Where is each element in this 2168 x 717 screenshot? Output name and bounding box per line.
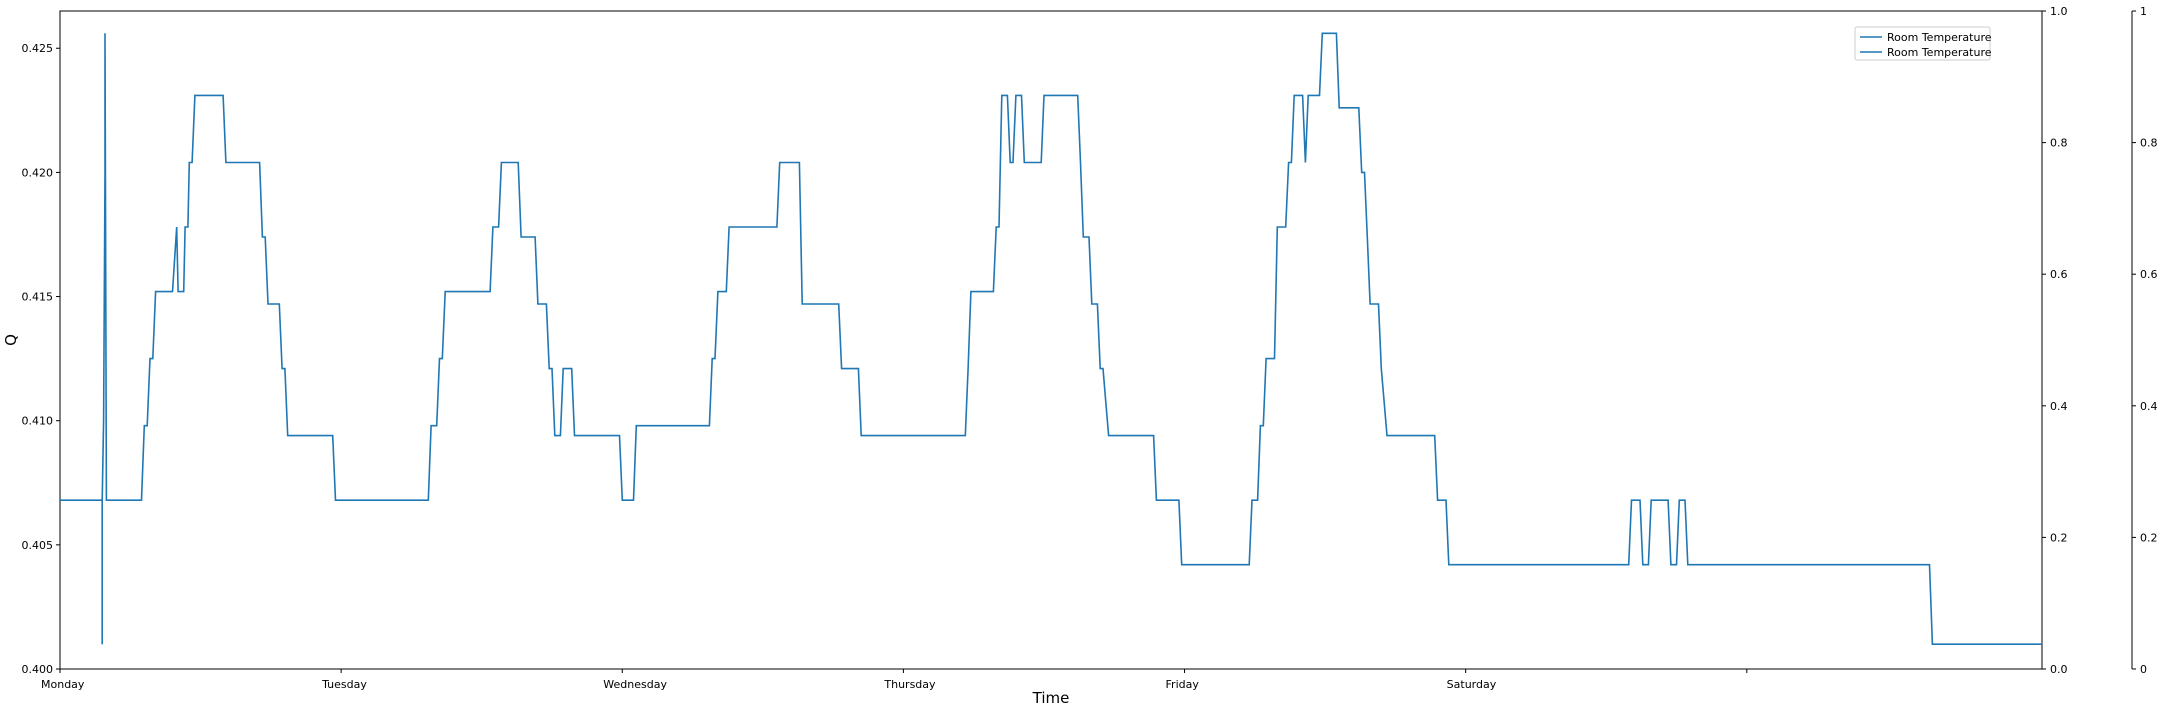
secondary-y-tick-label: 0.8 [2050, 137, 2068, 150]
series-layer [60, 32, 2042, 645]
legend-entry-1: Room Temperature [1887, 31, 1992, 44]
series-line-room-temperature [60, 32, 2042, 645]
secondary-y-tick-label: 0 [2140, 663, 2147, 676]
y-axis-label: Q [2, 334, 20, 346]
secondary-y-tick-label: 1 [2140, 5, 2147, 18]
secondary-y-tick-label: 0.2 [2140, 531, 2158, 544]
secondary-y-tick-label: 0.4 [2050, 400, 2068, 413]
x-tick-label: Monday [41, 678, 85, 691]
y-tick-label: 0.420 [22, 166, 54, 179]
secondary-y-tick-label: 0.6 [2050, 268, 2068, 281]
x-tick-label: Wednesday [603, 678, 667, 691]
legend-box [1854, 26, 1991, 61]
x-tick-label: Thursday [883, 678, 936, 691]
y-tick-label: 0.410 [22, 415, 54, 428]
y-tick-label: 0.425 [22, 42, 54, 55]
y-tick-label: 0.400 [22, 663, 54, 676]
legend: Room Temperature Room Temperature [1854, 26, 1992, 61]
secondary-y-tick-label: 0.4 [2140, 400, 2158, 413]
secondary-y-tick-label: 0.0 [2050, 663, 2068, 676]
y-tick-label: 0.405 [22, 539, 54, 552]
y-tick-label: 0.415 [22, 291, 54, 304]
x-axis-label: Time [1032, 689, 1070, 707]
secondary-y-tick-label: 0.2 [2050, 531, 2068, 544]
secondary-y-tick-label: 1.0 [2050, 5, 2068, 18]
secondary-y-tick-label: 0.8 [2140, 137, 2158, 150]
plot-frame [59, 10, 2043, 670]
x-tick-label: Tuesday [321, 678, 367, 691]
x-tick-label: Saturday [1447, 678, 1497, 691]
x-tick-label: Friday [1166, 678, 1200, 691]
legend-entry-2: Room Temperature [1887, 46, 1992, 59]
secondary-y-tick-label: 0.6 [2140, 268, 2158, 281]
